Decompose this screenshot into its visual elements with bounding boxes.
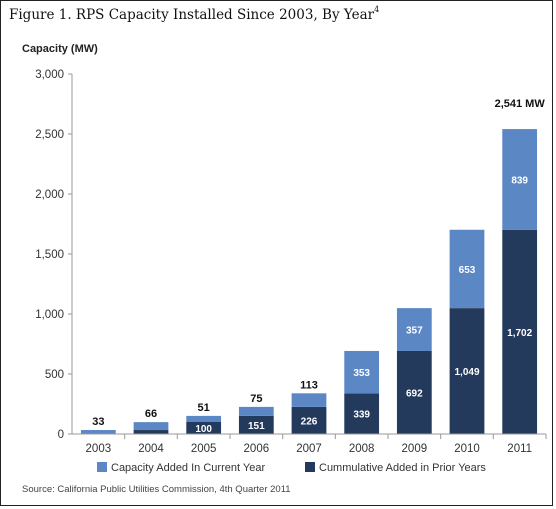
y-tick-label: 0 (58, 429, 64, 441)
total-annotation: 2,541 MW (495, 98, 546, 110)
bar-label-current-year: 653 (459, 265, 476, 276)
bar-prior-years (344, 393, 380, 434)
y-tick-label: 3,000 (35, 69, 64, 81)
x-tick-label: 2005 (191, 443, 217, 455)
figure-title-text: Figure 1. RPS Capacity Installed Since 2… (9, 7, 375, 23)
source-note: Source: California Public Utilities Comm… (22, 484, 291, 495)
bar-label-current-year: 357 (406, 326, 423, 337)
y-tick-label: 1,500 (35, 249, 64, 261)
figure-title: Figure 1. RPS Capacity Installed Since 2… (9, 5, 380, 23)
x-tick-label: 2009 (402, 443, 428, 455)
bar-current-year (238, 406, 274, 416)
bar-prior-years (449, 308, 485, 434)
bar-label-prior-years: 100 (195, 424, 212, 435)
x-tick-label: 2008 (349, 443, 375, 455)
bar-label-prior-years: 226 (301, 416, 318, 427)
x-tick-label: 2010 (454, 443, 480, 455)
legend: Capacity Added In Current Year Cummulati… (97, 462, 486, 474)
bar-current-year (502, 129, 538, 230)
bar-label-current-year: 113 (300, 379, 318, 391)
bar-prior-years (133, 430, 169, 434)
y-tick-label: 1,000 (35, 309, 64, 321)
legend-label-current-year: Capacity Added In Current Year (111, 462, 265, 474)
y-axis: 0 500 1,000 1,500 2,000 2,500 3,000 (35, 69, 72, 441)
bar-current-year (186, 415, 222, 422)
bar-current-year (291, 393, 327, 407)
bar-current-year (396, 308, 432, 351)
y-axis-label: Capacity (MW) (22, 43, 98, 55)
legend-swatch-prior-years (305, 462, 315, 472)
bar-label-current-year: 66 (145, 408, 157, 420)
x-tick-label: 2011 (507, 443, 532, 455)
bar-label-current-year: 33 (92, 416, 104, 428)
bar-label-prior-years: 692 (406, 388, 423, 399)
legend-label-prior-years: Cummulative Added in Prior Years (319, 462, 486, 474)
bar-prior-years (186, 422, 222, 434)
bar-prior-years (291, 406, 327, 434)
x-tick-label: 2004 (138, 443, 164, 455)
annotations: 2,541 MW (495, 98, 546, 110)
x-axis: 2003 2004 2005 2006 2007 2008 2009 2010 2011 (86, 434, 547, 455)
bar-current-year (344, 350, 380, 394)
bar-label-prior-years: 1,049 (454, 367, 479, 378)
bar-label-prior-years: 1,702 (507, 328, 532, 339)
bar-label-prior-years: 151 (248, 421, 265, 432)
bar-label-current-year: 353 (353, 368, 370, 379)
x-tick-label: 2003 (86, 443, 112, 455)
bar-prior-years (502, 229, 538, 434)
figure-title-footnote: 4 (374, 5, 380, 14)
bar-label-current-year: 75 (250, 393, 262, 405)
bar-label-current-year: 51 (198, 402, 210, 414)
legend-swatch-current-year (97, 462, 107, 472)
x-tick-label: 2007 (296, 443, 322, 455)
y-tick-label: 500 (45, 369, 64, 381)
bar-current-year (133, 422, 169, 431)
bar-current-year (449, 229, 485, 309)
bar-prior-years (396, 350, 432, 434)
y-tick-label: 2,000 (35, 189, 64, 201)
bar-prior-years (238, 415, 274, 434)
y-tick-label: 2,500 (35, 129, 64, 141)
bar-label-current-year: 839 (511, 175, 528, 186)
bar-label-prior-years: 339 (353, 410, 370, 421)
bars: 33 66 100 51 151 75 226 113 339 353 692 357 1,049 653… (80, 129, 538, 435)
bar-current-year (80, 430, 116, 434)
x-tick-label: 2006 (244, 443, 270, 455)
